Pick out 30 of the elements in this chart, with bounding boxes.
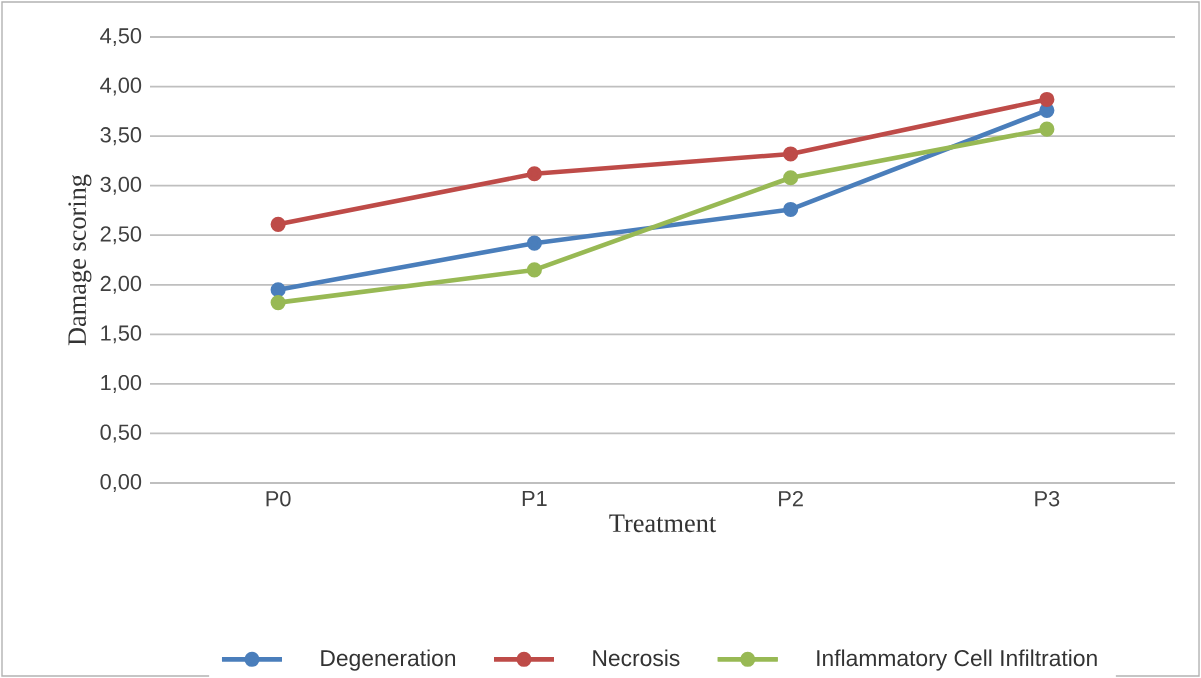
y-tick-label: 3,50	[100, 127, 142, 146]
legend-label: Degeneration	[321, 649, 456, 671]
legend-label: Inflammatory Cell Infiltration	[817, 649, 1097, 671]
x-tick-label: P1	[522, 490, 547, 506]
point	[1039, 91, 1055, 108]
point	[1039, 121, 1055, 137]
point	[526, 166, 542, 182]
y-tick-label: 0,50	[100, 424, 142, 443]
point	[526, 262, 542, 278]
x-tick-label: P0	[266, 490, 291, 507]
y-tick-label: 4,00	[100, 77, 142, 96]
y-tick-label: 0,00	[100, 474, 142, 493]
x-tick-label: P3	[1035, 490, 1060, 507]
x-axis-title: Treatment	[609, 514, 717, 533]
point	[270, 282, 286, 298]
y-tick-label: 2,00	[100, 275, 142, 294]
y-tick-label: 3,00	[100, 176, 142, 195]
point	[783, 170, 799, 186]
legend-label: Necrosis	[593, 649, 680, 667]
point	[783, 201, 799, 218]
y-tick-label: 2,50	[100, 226, 142, 245]
point	[526, 235, 542, 251]
x-tick-label: P2	[779, 490, 803, 507]
point	[783, 146, 799, 162]
point	[270, 216, 286, 232]
y-tick-label: 4,50	[100, 28, 142, 47]
point	[270, 295, 286, 311]
y-tick-label: 1,00	[101, 374, 142, 393]
y-tick-label: 1,50	[101, 325, 142, 344]
y-axis-title: Damage scoring	[68, 174, 92, 346]
